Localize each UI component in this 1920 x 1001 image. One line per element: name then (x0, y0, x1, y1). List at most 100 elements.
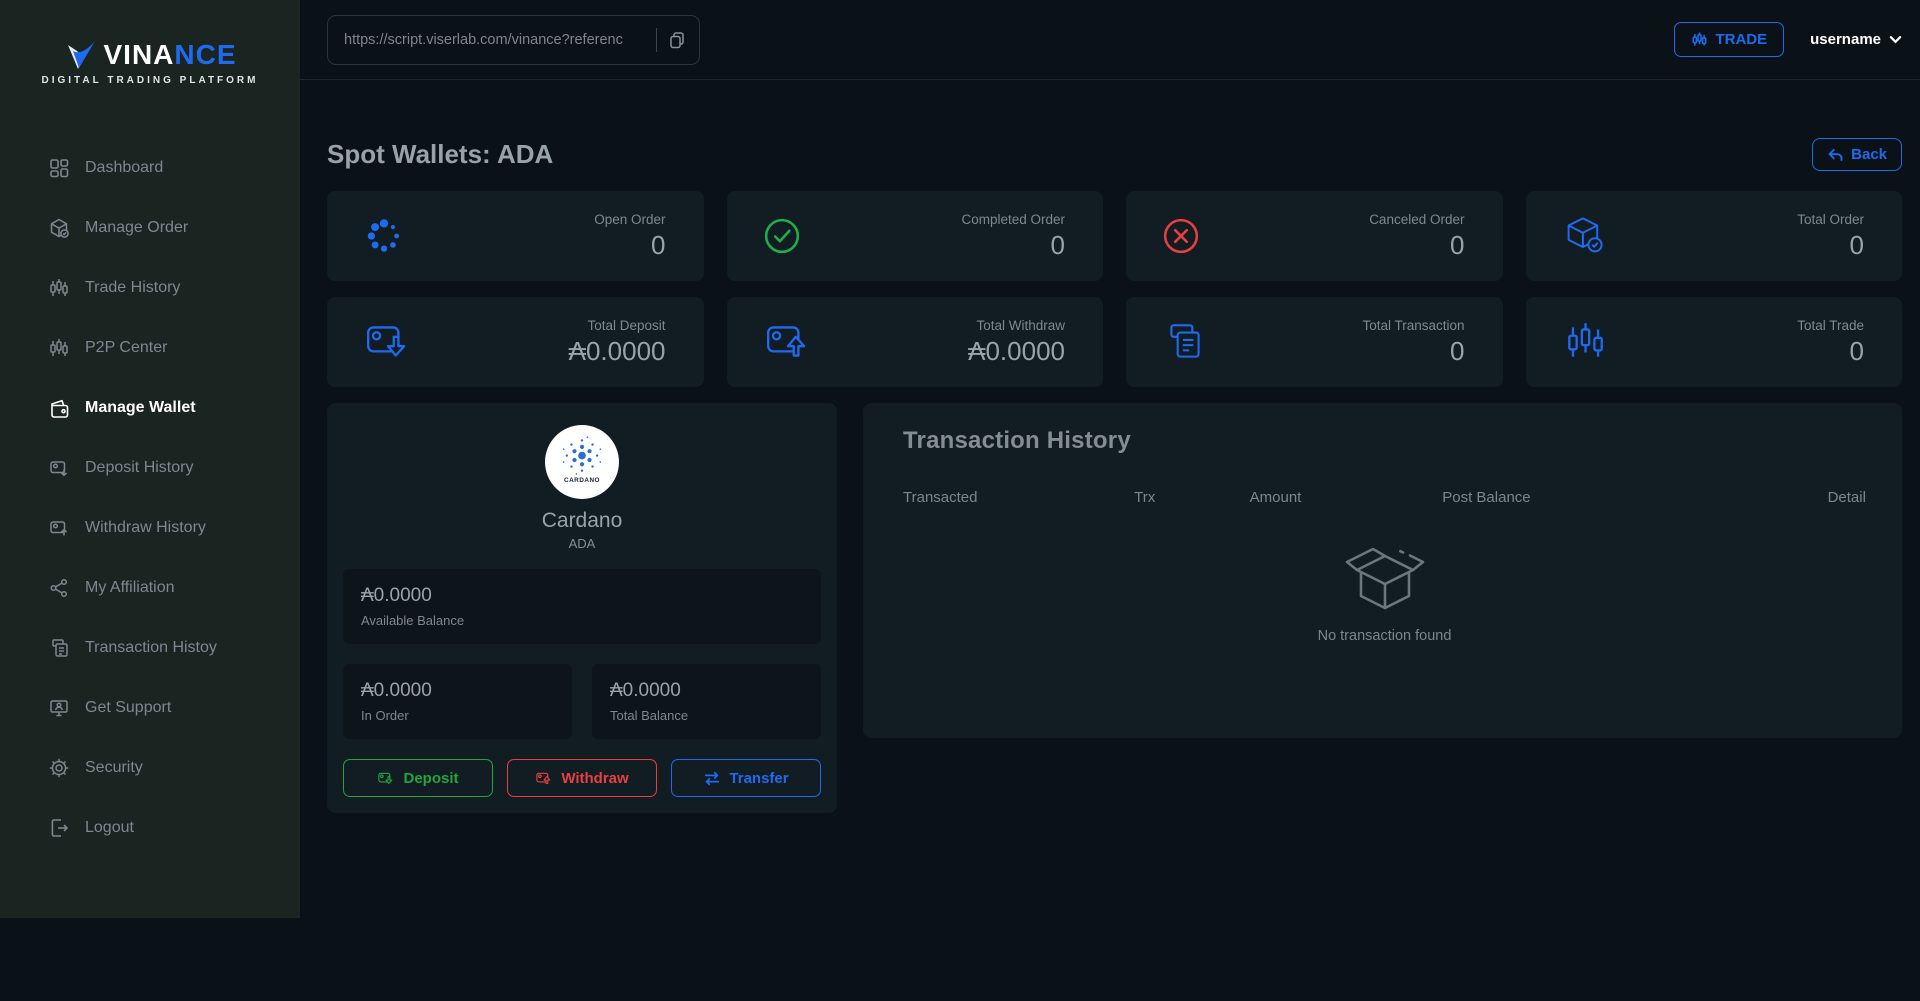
url-divider (656, 27, 657, 52)
copy-icon[interactable] (667, 30, 687, 50)
coin-name: Cardano (541, 509, 623, 532)
sidebar-item-label: P2P Center (85, 339, 168, 356)
sidebar: VINANCE DIGITAL TRADING PLATFORM Dashboa… (0, 0, 300, 918)
cardano-logo: CARDANO (545, 425, 619, 499)
sidebar-item-label: Deposit History (85, 459, 194, 476)
cube-check-icon (48, 217, 70, 239)
referral-url-text: https://script.viserlab.com/vinance?refe… (344, 31, 623, 48)
sidebar-nav: Dashboard Manage Order Trade History (0, 138, 300, 858)
sidebar-item-label: Trade History (85, 279, 181, 296)
receipt-icon (48, 637, 70, 659)
sidebar-item-label: Manage Wallet (85, 399, 196, 416)
sidebar-item-manage-wallet[interactable]: Manage Wallet (0, 378, 300, 438)
stat-label: Total Transaction (1362, 317, 1465, 333)
sidebar-item-label: My Affiliation (85, 579, 175, 596)
check-circle-icon (763, 217, 801, 255)
sidebar-item-withdraw-history[interactable]: Withdraw History (0, 498, 300, 558)
trade-button[interactable]: TRADE (1674, 22, 1785, 57)
sidebar-item-dashboard[interactable]: Dashboard (0, 138, 300, 198)
dashboard-icon (48, 157, 70, 179)
gear-icon (48, 757, 70, 779)
back-button[interactable]: Back (1812, 138, 1902, 171)
empty-box-icon (1340, 540, 1430, 618)
sidebar-item-p2p-center[interactable]: P2P Center (0, 318, 300, 378)
deposit-button[interactable]: Deposit (343, 759, 493, 797)
wallet-card: CARDANO Cardano ADA ₳0.0000 Available Ba… (327, 403, 837, 813)
stat-card-completed-order: Completed Order 0 (726, 191, 1103, 281)
stat-card-canceled-order: Canceled Order 0 (1126, 191, 1503, 281)
logout-icon (48, 817, 70, 839)
withdraw-button[interactable]: Withdraw (507, 759, 657, 797)
coin-ticker: ADA (568, 536, 596, 551)
stat-card-open-order: Open Order 0 (327, 191, 704, 281)
sidebar-item-label: Manage Order (85, 219, 189, 236)
transfer-arrows-icon (703, 770, 721, 787)
stat-card-total-order: Total Order 0 (1525, 191, 1902, 281)
x-circle-icon (1162, 217, 1200, 255)
empty-state: No transaction found (903, 540, 1866, 644)
stat-label: Total Order (1797, 211, 1864, 227)
candles-icon (48, 337, 70, 359)
receipt-icon (1162, 319, 1208, 365)
sidebar-item-label: Dashboard (85, 159, 164, 176)
username-label: username (1810, 31, 1881, 48)
in-order-value: ₳0.0000 (361, 680, 432, 701)
available-balance-value: ₳0.0000 (361, 585, 432, 606)
sidebar-item-label: Logout (85, 819, 134, 836)
sidebar-item-trade-history[interactable]: Trade History (0, 258, 300, 318)
stat-label: Total Trade (1797, 317, 1864, 333)
stat-value: 0 (1849, 335, 1864, 366)
transfer-button[interactable]: Transfer (671, 759, 821, 797)
stat-card-total-trade: Total Trade 0 (1525, 297, 1902, 387)
sidebar-item-transaction-history[interactable]: Transaction Histoy (0, 618, 300, 678)
withdraw-button-label: Withdraw (561, 769, 629, 787)
network-icon (48, 577, 70, 599)
sidebar-item-my-affiliation[interactable]: My Affiliation (0, 558, 300, 618)
trade-button-label: TRADE (1715, 31, 1768, 48)
stat-value: 0 (1450, 335, 1465, 366)
card-arrow-down-icon (48, 457, 70, 479)
stat-card-total-transaction: Total Transaction 0 (1126, 297, 1503, 387)
support-icon (48, 697, 70, 719)
stat-label: Canceled Order (1369, 211, 1465, 227)
user-menu-button[interactable]: username (1810, 31, 1902, 48)
sidebar-item-label: Withdraw History (85, 519, 206, 536)
wallet-icon (48, 397, 70, 419)
candles-icon (48, 277, 70, 299)
back-button-label: Back (1851, 146, 1887, 163)
in-order-box: ₳0.0000 In Order (343, 664, 572, 739)
wallet-down-icon (377, 770, 395, 787)
spinner-icon (363, 215, 405, 257)
stat-label: Total Deposit (587, 317, 666, 333)
in-order-label: In Order (361, 708, 409, 723)
wallet-down-icon (363, 319, 413, 365)
stat-value: ₳0.0000 (568, 335, 666, 366)
cardano-logo-text: CARDANO (564, 477, 600, 484)
referral-url-box[interactable]: https://script.viserlab.com/vinance?refe… (327, 14, 700, 65)
brand-name: VINANCE (103, 39, 237, 70)
content: Spot Wallets: ADA Back (300, 80, 1920, 813)
transfer-button-label: Transfer (729, 769, 789, 787)
sidebar-item-security[interactable]: Security (0, 738, 300, 798)
candles-icon (1691, 31, 1708, 48)
card-arrow-up-icon (48, 517, 70, 539)
stat-value: 0 (1450, 229, 1465, 260)
sidebar-item-get-support[interactable]: Get Support (0, 678, 300, 738)
sidebar-item-manage-order[interactable]: Manage Order (0, 198, 300, 258)
column-post-balance: Post Balance (1442, 489, 1531, 506)
stat-value: 0 (1050, 229, 1065, 260)
transaction-history-panel: Transaction History Transacted Trx Amoun… (863, 403, 1902, 738)
stat-value: 0 (651, 229, 666, 260)
stat-card-total-withdraw: Total Withdraw ₳0.0000 (726, 297, 1103, 387)
sidebar-item-logout[interactable]: Logout (0, 798, 300, 858)
cube-check-icon (1562, 214, 1606, 258)
sidebar-item-label: Get Support (85, 699, 172, 716)
sidebar-item-deposit-history[interactable]: Deposit History (0, 438, 300, 498)
sidebar-item-label: Transaction Histoy (85, 639, 217, 656)
candles-icon (1562, 319, 1608, 365)
empty-state-text: No transaction found (1317, 628, 1452, 644)
total-balance-value: ₳0.0000 (610, 680, 681, 701)
stat-label: Total Withdraw (976, 317, 1065, 333)
column-transacted: Transacted (903, 489, 978, 506)
wallet-up-icon (535, 770, 553, 787)
